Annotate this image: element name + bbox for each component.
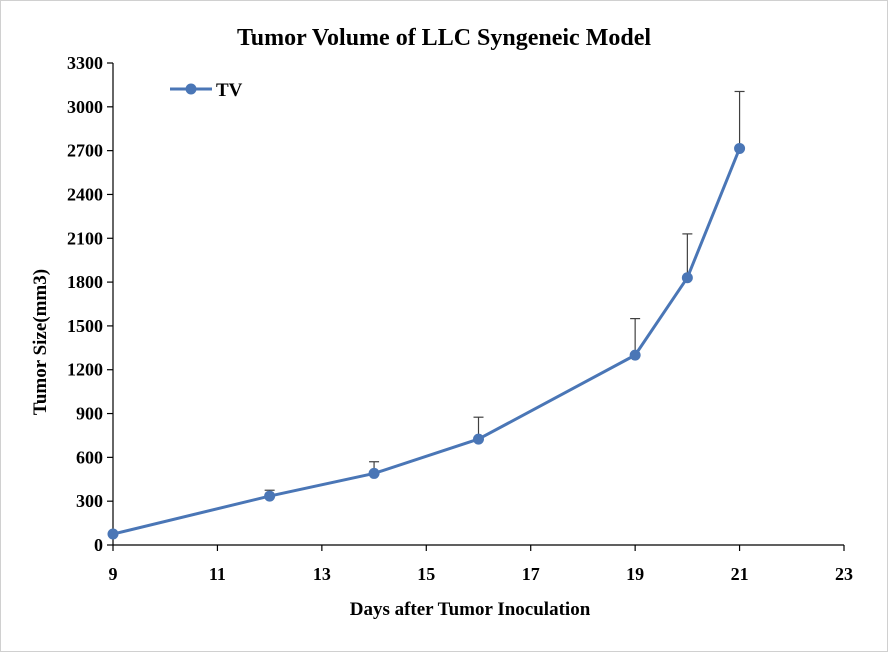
data-point (368, 467, 380, 479)
data-point (681, 272, 693, 284)
x-tick-label: 17 (522, 564, 540, 584)
data-point (734, 142, 746, 154)
y-axis-title: Tumor Size(mm3) (30, 269, 51, 415)
x-tick-label: 13 (313, 564, 331, 584)
y-tick-label: 2400 (67, 184, 103, 204)
y-tick-label: 2700 (67, 141, 103, 161)
series-tv (107, 142, 746, 540)
error-bars (264, 90, 745, 497)
legend: TV (170, 80, 243, 101)
data-point (473, 433, 484, 445)
y-tick-label: 2100 (67, 228, 103, 248)
y-tick-label: 300 (76, 491, 103, 511)
y-tick-label: 0 (94, 535, 103, 555)
x-tick-label: 15 (417, 564, 435, 584)
x-tick-label: 9 (109, 564, 118, 584)
y-tick-label: 1200 (67, 360, 103, 380)
y-tick-label: 3300 (67, 53, 103, 73)
data-point (264, 490, 276, 502)
x-tick-label: 23 (835, 564, 853, 584)
y-tick-label: 1800 (67, 272, 103, 292)
x-ticks: 9 11 13 15 17 19 21 23 (109, 545, 853, 584)
x-tick-label: 19 (626, 564, 644, 584)
y-tick-label: 900 (76, 404, 103, 424)
data-point (107, 528, 119, 540)
x-tick-label: 21 (731, 564, 749, 584)
chart-title: Tumor Volume of LLC Syngeneic Model (237, 25, 651, 51)
y-ticks: 0 300 600 900 1200 1500 1800 2100 2400 2700 3000 33… (67, 53, 113, 555)
series-line (112, 147, 741, 536)
legend-marker (185, 83, 197, 95)
y-tick-label: 1500 (67, 316, 103, 336)
x-axis-title: Days after Tumor Inoculation (350, 599, 591, 620)
y-tick-label: 600 (76, 447, 103, 467)
data-point (629, 349, 641, 361)
x-tick-label: 11 (209, 564, 226, 584)
y-tick-label: 3000 (67, 97, 103, 117)
legend-label: TV (216, 80, 243, 101)
